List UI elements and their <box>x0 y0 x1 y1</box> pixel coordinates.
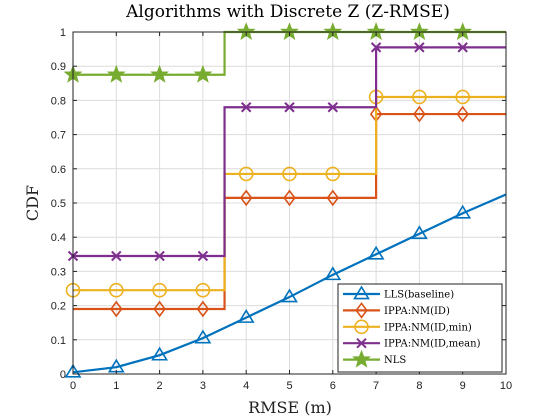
x-tick-label: 5 <box>286 380 292 392</box>
data-point-marker <box>284 102 295 113</box>
data-point-marker <box>455 89 471 105</box>
y-tick-label: 0 <box>60 369 66 381</box>
y-axis-label: CDF <box>23 185 42 221</box>
x-tick-label: 6 <box>330 380 336 392</box>
data-point-marker <box>282 166 297 182</box>
data-point-marker <box>197 250 209 262</box>
series-line <box>73 46 506 258</box>
data-point-marker <box>413 105 426 123</box>
y-tick-label: 0.9 <box>51 61 66 73</box>
y-tick-label: 0.5 <box>51 198 66 210</box>
legend-entry-label: IPPA:NM(ID,mean) <box>384 339 481 350</box>
x-tick-label: 9 <box>460 380 466 392</box>
data-point-marker <box>414 42 425 53</box>
legend-entry-label: IPPA:NM(ID) <box>384 306 450 317</box>
y-tick-label: 0.1 <box>51 335 66 347</box>
data-point-marker <box>109 282 124 298</box>
data-point-marker <box>110 300 123 318</box>
data-point-marker <box>324 266 342 281</box>
data-point-marker <box>327 102 339 113</box>
x-axis-label: RMSE (m) <box>248 398 332 417</box>
legend-marker <box>352 349 371 368</box>
x-tick-label: 2 <box>157 380 163 392</box>
legend-marker <box>353 285 370 300</box>
series-3 <box>65 89 506 298</box>
legend-entry-label: NLS <box>384 355 406 366</box>
series-2 <box>73 105 506 318</box>
data-point-marker <box>283 189 296 207</box>
series-line <box>73 95 506 292</box>
data-point-marker <box>325 166 341 182</box>
data-point-marker <box>150 64 170 83</box>
data-point-marker <box>240 102 252 113</box>
data-point-marker <box>152 282 167 298</box>
x-tick-label: 1 <box>113 380 119 392</box>
data-point-marker <box>281 288 298 303</box>
legend-entry-label: LLS(baseline) <box>384 290 454 301</box>
data-point-marker <box>154 250 165 262</box>
legend-entry-label: IPPA:NM(ID,min) <box>384 322 472 333</box>
y-tick-label: 0.2 <box>51 301 66 313</box>
y-tick-label: 1 <box>60 27 66 39</box>
data-point-marker <box>456 105 469 123</box>
y-tick-label: 0.3 <box>51 266 66 278</box>
data-point-marker <box>194 329 212 344</box>
data-point-marker <box>238 166 254 182</box>
legend-marker <box>354 319 369 335</box>
data-point-marker <box>410 225 428 240</box>
legend: LLS(baseline) IPPA:NM(ID) IPPA:NM(ID,min) I… <box>337 283 503 373</box>
data-point-marker <box>153 300 166 318</box>
data-point-marker <box>237 309 255 323</box>
data-point-marker <box>412 89 427 105</box>
y-tick-label: 0.7 <box>51 130 66 142</box>
data-point-marker <box>151 346 169 361</box>
series-line <box>73 112 506 311</box>
data-point-marker <box>367 245 385 260</box>
data-point-marker <box>196 300 210 318</box>
data-point-marker <box>457 42 468 53</box>
y-tick-label: 0.6 <box>51 164 66 176</box>
data-point-marker <box>106 64 126 83</box>
chart-title: Algorithms with Discrete Z (Z-RMSE) <box>125 2 450 22</box>
x-tick-label: 4 <box>243 380 249 392</box>
x-tick-label: 7 <box>373 380 379 392</box>
x-tick-label: 3 <box>200 380 206 392</box>
data-point-marker <box>454 204 472 219</box>
tick-labels: 0 1 2 3 4 5 6 7 8 9 10 0 0.1 0.2 0.3 0.4 0.5 0.6 0.7 0.8 0.9… <box>51 27 512 392</box>
series-line <box>72 193 507 374</box>
data-point-marker <box>193 64 213 83</box>
legend-marker <box>356 337 367 349</box>
data-point-marker <box>326 189 340 207</box>
data-point-marker <box>370 42 382 53</box>
legend-marker <box>355 302 368 319</box>
data-point-marker <box>111 250 122 262</box>
x-tick-label: 0 <box>70 380 76 392</box>
data-point-marker <box>64 363 82 378</box>
x-tick-label: 8 <box>416 380 422 392</box>
y-tick-label: 0.4 <box>51 232 66 244</box>
data-point-marker <box>239 189 253 207</box>
y-tick-label: 0.8 <box>51 95 66 107</box>
series-4 <box>67 42 506 262</box>
data-point-marker <box>195 282 211 298</box>
x-tick-label: 10 <box>500 380 512 392</box>
